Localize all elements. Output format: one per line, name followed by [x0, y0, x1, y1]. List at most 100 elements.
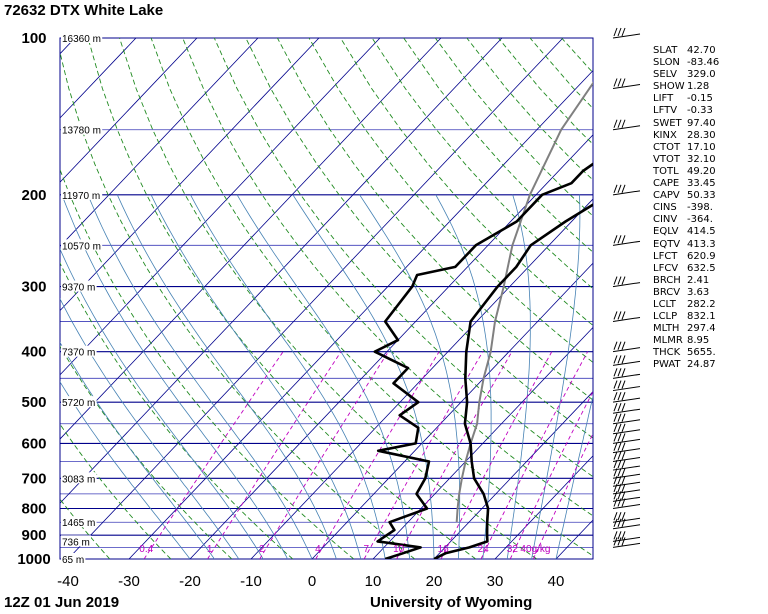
wind-barb-flag	[621, 468, 626, 477]
dry-adiabat-line	[213, 38, 593, 478]
index-value: 17.10	[687, 141, 716, 153]
mixing-ratio-label: 40g/kg	[520, 544, 550, 555]
index-row: SELV 329.0	[653, 69, 765, 81]
wind-barb	[612, 78, 641, 89]
wind-barb	[612, 368, 641, 379]
index-row: LFCT 620.9	[653, 251, 765, 263]
wind-barb	[612, 476, 641, 487]
index-value: -0.33	[687, 105, 713, 117]
wind-barb-flag	[617, 459, 622, 469]
wind-barb-flag	[617, 403, 622, 412]
wind-barb-flag	[621, 368, 626, 377]
wind-barb	[612, 276, 641, 288]
wind-barb-flag	[621, 403, 626, 412]
index-value: 24.87	[687, 359, 716, 371]
wind-barb-flag	[617, 433, 622, 442]
index-key: THCK	[653, 347, 681, 359]
wind-barb-flag	[617, 368, 622, 377]
wind-barb-staff	[612, 125, 641, 131]
wind-barb-flag	[621, 27, 626, 37]
pressure-tick-label: 400	[21, 344, 46, 361]
isotherm-line	[60, 38, 442, 440]
wind-barb-flag	[621, 311, 626, 320]
index-key: SHOW	[653, 81, 685, 93]
wind-barb-staff	[612, 386, 641, 392]
index-value: 413.3	[687, 238, 716, 250]
mixing-ratio-lines	[143, 351, 593, 559]
isotherm-line	[60, 38, 320, 312]
isotherm-line	[494, 455, 593, 559]
wind-barb-staff	[612, 473, 641, 479]
height-label-background	[61, 239, 103, 251]
index-value: 42.70	[687, 45, 716, 56]
dry-adiabat-lines	[60, 38, 593, 559]
wind-barb	[612, 498, 641, 510]
index-row: SHOW 1.28	[653, 81, 765, 93]
wind-barb-flag	[613, 235, 618, 244]
index-value: 632.5	[687, 262, 716, 274]
index-row: CINS -398.	[653, 202, 765, 214]
index-row: MLMR 8.95	[653, 335, 765, 347]
wind-barb-flag	[613, 276, 618, 285]
moist-adiabat-line	[435, 194, 492, 559]
wind-barb-staff	[612, 504, 641, 510]
height-label: 11970 m	[62, 191, 100, 202]
isotherm-line	[128, 69, 593, 559]
wind-barb	[612, 341, 641, 353]
height-label-background	[61, 535, 91, 547]
index-value: 414.5	[687, 226, 716, 238]
index-key: SLON	[653, 57, 680, 69]
index-key: SLAT	[653, 45, 678, 56]
index-key: TOTL	[653, 165, 679, 177]
wind-barb-flag	[617, 235, 622, 244]
wind-barb-flag	[613, 537, 618, 546]
index-key: PWAT	[653, 359, 681, 371]
height-label: 736 m	[62, 537, 90, 548]
index-key: LFTV	[653, 105, 678, 117]
wind-barb-staff	[612, 542, 641, 548]
wind-barb	[612, 518, 641, 530]
wind-barb-flag	[621, 380, 626, 389]
wind-barb-flag	[613, 442, 618, 451]
wind-barb-flag	[617, 518, 622, 527]
wind-barb-flag	[613, 512, 618, 521]
mixing-ratio-line	[259, 351, 389, 559]
dewpoint-profile-line	[373, 162, 593, 559]
wind-barb-flag	[613, 451, 618, 460]
wind-barb-flag	[621, 433, 626, 442]
wind-barb-flag	[613, 491, 618, 500]
isotherm-line	[250, 198, 593, 559]
wind-barb-flag	[621, 184, 626, 194]
footer-source: University of Wyoming	[370, 594, 532, 611]
index-value: 832.1	[687, 311, 716, 323]
wind-barb-flag	[617, 423, 622, 432]
wind-barb-flag	[621, 423, 626, 432]
dry-adiabat-line	[182, 38, 593, 517]
wind-barb-flag	[617, 512, 622, 521]
isotherm-line	[60, 38, 381, 376]
wind-barb-flag	[621, 235, 626, 244]
wind-barb-staff	[612, 360, 641, 366]
wind-barb	[612, 391, 641, 403]
index-row: CINV -364.	[653, 214, 765, 226]
wind-barb-flag	[617, 442, 622, 451]
wind-barb-flag	[617, 341, 622, 350]
moist-adiabat-line	[60, 248, 264, 559]
index-key: MLMR	[653, 335, 683, 347]
wind-barb-flag	[621, 413, 626, 422]
wind-barb-flag	[613, 391, 618, 401]
station-title: 72632 DTX White Lake	[4, 2, 163, 19]
wind-barb-staff	[612, 448, 641, 454]
height-label-background	[61, 123, 103, 135]
mixing-ratio-label: 32	[507, 544, 519, 555]
wind-barb-flag	[621, 537, 626, 546]
height-label-background	[61, 396, 97, 408]
wind-barb-flag	[621, 119, 626, 128]
height-label: 16360 m	[62, 34, 101, 45]
wind-barb-staff	[612, 465, 641, 471]
index-row: BRCH 2.41	[653, 275, 765, 287]
mixing-ratio-label: 16	[438, 544, 450, 555]
height-label: 10570 m	[62, 241, 101, 252]
index-row: VTOT 32.10	[653, 154, 765, 166]
